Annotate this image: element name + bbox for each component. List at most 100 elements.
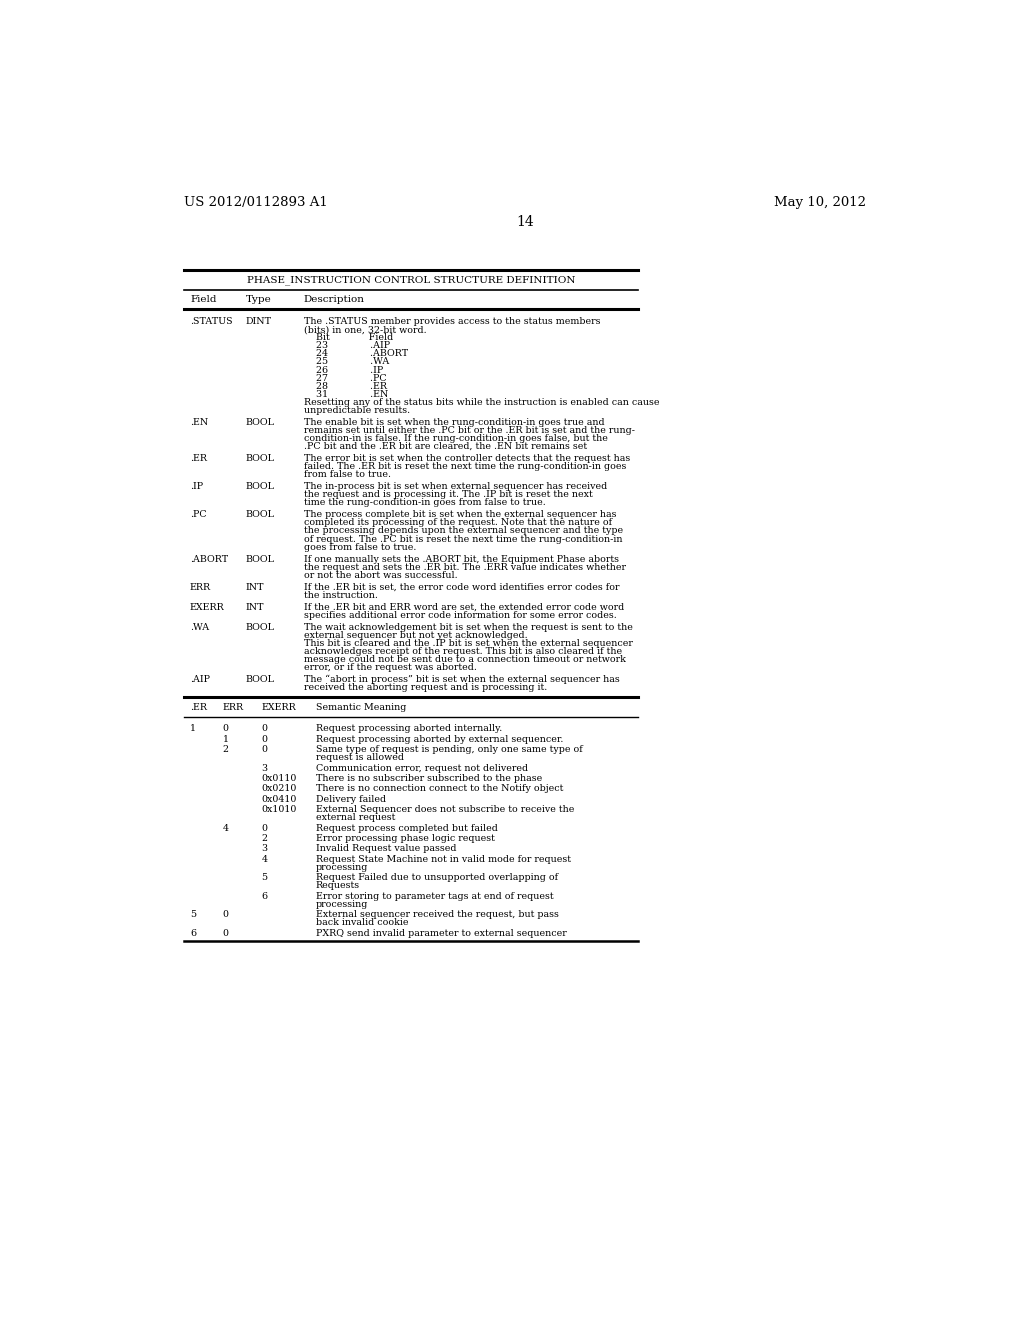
Text: message could not be sent due to a connection timeout or network: message could not be sent due to a conne… xyxy=(304,655,626,664)
Text: 3: 3 xyxy=(261,763,267,772)
Text: Description: Description xyxy=(304,294,365,304)
Text: The error bit is set when the controller detects that the request has: The error bit is set when the controller… xyxy=(304,454,630,463)
Text: 0: 0 xyxy=(261,725,267,734)
Text: 0: 0 xyxy=(261,744,267,754)
Text: Type: Type xyxy=(246,294,271,304)
Text: There is no connection connect to the Notify object: There is no connection connect to the No… xyxy=(315,784,563,793)
Text: .ER: .ER xyxy=(190,454,207,463)
Text: (bits) in one, 32-bit word.: (bits) in one, 32-bit word. xyxy=(304,325,427,334)
Text: BOOL: BOOL xyxy=(246,511,274,519)
Text: received the aborting request and is processing it.: received the aborting request and is pro… xyxy=(304,684,547,692)
Text: .ER: .ER xyxy=(190,704,207,711)
Text: EXERR: EXERR xyxy=(190,603,224,611)
Text: 0: 0 xyxy=(222,911,228,919)
Text: goes from false to true.: goes from false to true. xyxy=(304,543,417,552)
Text: If the .ER bit is set, the error code word identifies error codes for: If the .ER bit is set, the error code wo… xyxy=(304,582,620,591)
Text: the instruction.: the instruction. xyxy=(304,591,378,599)
Text: processing: processing xyxy=(315,863,368,873)
Text: External sequencer received the request, but pass: External sequencer received the request,… xyxy=(315,911,558,919)
Text: EXERR: EXERR xyxy=(261,704,296,711)
Text: The “abort in process” bit is set when the external sequencer has: The “abort in process” bit is set when t… xyxy=(304,675,620,684)
Text: Same type of request is pending, only one same type of: Same type of request is pending, only on… xyxy=(315,744,583,754)
Text: Semantic Meaning: Semantic Meaning xyxy=(315,704,406,711)
Text: external request: external request xyxy=(315,813,395,822)
Text: 0: 0 xyxy=(222,725,228,734)
Text: 6: 6 xyxy=(261,892,267,900)
Text: .PC: .PC xyxy=(190,511,207,519)
Text: 25              .WA: 25 .WA xyxy=(304,358,389,367)
Text: processing: processing xyxy=(315,900,368,909)
Text: .PC bit and the .ER bit are cleared, the .EN bit remains set: .PC bit and the .ER bit are cleared, the… xyxy=(304,442,587,451)
Text: time the rung-condition-in goes from false to true.: time the rung-condition-in goes from fal… xyxy=(304,499,546,507)
Text: .STATUS: .STATUS xyxy=(190,317,232,326)
Text: .AIP: .AIP xyxy=(190,675,210,684)
Text: the request and is processing it. The .IP bit is reset the next: the request and is processing it. The .I… xyxy=(304,490,593,499)
Text: Invalid Request value passed: Invalid Request value passed xyxy=(315,845,456,854)
Text: BOOL: BOOL xyxy=(246,482,274,491)
Text: This bit is cleared and the .IP bit is set when the external sequencer: This bit is cleared and the .IP bit is s… xyxy=(304,639,633,648)
Text: Request process completed but failed: Request process completed but failed xyxy=(315,824,498,833)
Text: .IP: .IP xyxy=(190,482,203,491)
Text: 23              .AIP: 23 .AIP xyxy=(304,342,390,350)
Text: Field: Field xyxy=(190,294,216,304)
Text: Request processing aborted internally.: Request processing aborted internally. xyxy=(315,725,502,734)
Text: Delivery failed: Delivery failed xyxy=(315,795,386,804)
Text: error, or if the request was aborted.: error, or if the request was aborted. xyxy=(304,663,477,672)
Text: 0x0410: 0x0410 xyxy=(261,795,297,804)
Text: the processing depends upon the external sequencer and the type: the processing depends upon the external… xyxy=(304,527,623,536)
Text: 0: 0 xyxy=(261,735,267,743)
Text: 1: 1 xyxy=(222,735,228,743)
Text: The wait acknowledgement bit is set when the request is sent to the: The wait acknowledgement bit is set when… xyxy=(304,623,633,632)
Text: 2: 2 xyxy=(261,834,267,843)
Text: the request and sets the .ER bit. The .ERR value indicates whether: the request and sets the .ER bit. The .E… xyxy=(304,562,626,572)
Text: of request. The .PC bit is reset the next time the rung-condition-in: of request. The .PC bit is reset the nex… xyxy=(304,535,623,544)
Text: The in-process bit is set when external sequencer has received: The in-process bit is set when external … xyxy=(304,482,607,491)
Text: US 2012/0112893 A1: US 2012/0112893 A1 xyxy=(183,195,328,209)
Text: 27              .PC: 27 .PC xyxy=(304,374,386,383)
Text: 3: 3 xyxy=(261,845,267,854)
Text: Request Failed due to unsupported overlapping of: Request Failed due to unsupported overla… xyxy=(315,874,558,882)
Text: May 10, 2012: May 10, 2012 xyxy=(774,195,866,209)
Text: If one manually sets the .ABORT bit, the Equipment Phase aborts: If one manually sets the .ABORT bit, the… xyxy=(304,554,618,564)
Text: Error processing phase logic request: Error processing phase logic request xyxy=(315,834,495,843)
Text: completed its processing of the request. Note that the nature of: completed its processing of the request.… xyxy=(304,519,612,528)
Text: PXRQ send invalid parameter to external sequencer: PXRQ send invalid parameter to external … xyxy=(315,929,566,937)
Text: acknowledges receipt of the request. This bit is also cleared if the: acknowledges receipt of the request. Thi… xyxy=(304,647,622,656)
Text: INT: INT xyxy=(246,582,264,591)
Text: unpredictable results.: unpredictable results. xyxy=(304,407,410,414)
Text: 24              .ABORT: 24 .ABORT xyxy=(304,350,408,358)
Text: The .STATUS member provides access to the status members: The .STATUS member provides access to th… xyxy=(304,317,600,326)
Text: 0: 0 xyxy=(222,929,228,937)
Text: Request processing aborted by external sequencer.: Request processing aborted by external s… xyxy=(315,735,563,743)
Text: remains set until either the .PC bit or the .ER bit is set and the rung-: remains set until either the .PC bit or … xyxy=(304,426,635,436)
Text: PHASE_INSTRUCTION CONTROL STRUCTURE DEFINITION: PHASE_INSTRUCTION CONTROL STRUCTURE DEFI… xyxy=(247,275,575,285)
Text: BOOL: BOOL xyxy=(246,675,274,684)
Text: Requests: Requests xyxy=(315,882,359,891)
Text: specifies additional error code information for some error codes.: specifies additional error code informat… xyxy=(304,611,616,620)
Text: BOOL: BOOL xyxy=(246,454,274,463)
Text: INT: INT xyxy=(246,603,264,611)
Text: 31              .EN: 31 .EN xyxy=(304,389,388,399)
Text: ERR: ERR xyxy=(222,704,244,711)
Text: 6: 6 xyxy=(190,929,197,937)
Text: The process complete bit is set when the external sequencer has: The process complete bit is set when the… xyxy=(304,511,616,519)
Text: external sequencer but not yet acknowledged.: external sequencer but not yet acknowled… xyxy=(304,631,527,640)
Text: Bit             Field: Bit Field xyxy=(304,333,393,342)
Text: 0x0210: 0x0210 xyxy=(261,784,297,793)
Text: from false to true.: from false to true. xyxy=(304,470,391,479)
Text: Error storing to parameter tags at end of request: Error storing to parameter tags at end o… xyxy=(315,892,553,900)
Text: Request State Machine not in valid mode for request: Request State Machine not in valid mode … xyxy=(315,855,570,863)
Text: failed. The .ER bit is reset the next time the rung-condition-in goes: failed. The .ER bit is reset the next ti… xyxy=(304,462,627,471)
Text: ERR: ERR xyxy=(190,582,211,591)
Text: back invalid cookie: back invalid cookie xyxy=(315,919,408,928)
Text: BOOL: BOOL xyxy=(246,554,274,564)
Text: condition-in is false. If the rung-condition-in goes false, but the: condition-in is false. If the rung-condi… xyxy=(304,434,608,444)
Text: BOOL: BOOL xyxy=(246,623,274,632)
Text: 1: 1 xyxy=(190,725,196,734)
Text: 28              .ER: 28 .ER xyxy=(304,381,387,391)
Text: Resetting any of the status bits while the instruction is enabled can cause: Resetting any of the status bits while t… xyxy=(304,397,659,407)
Text: or not the abort was successful.: or not the abort was successful. xyxy=(304,570,458,579)
Text: External Sequencer does not subscribe to receive the: External Sequencer does not subscribe to… xyxy=(315,805,573,814)
Text: 2: 2 xyxy=(222,744,228,754)
Text: If the .ER bit and ERR word are set, the extended error code word: If the .ER bit and ERR word are set, the… xyxy=(304,603,625,611)
